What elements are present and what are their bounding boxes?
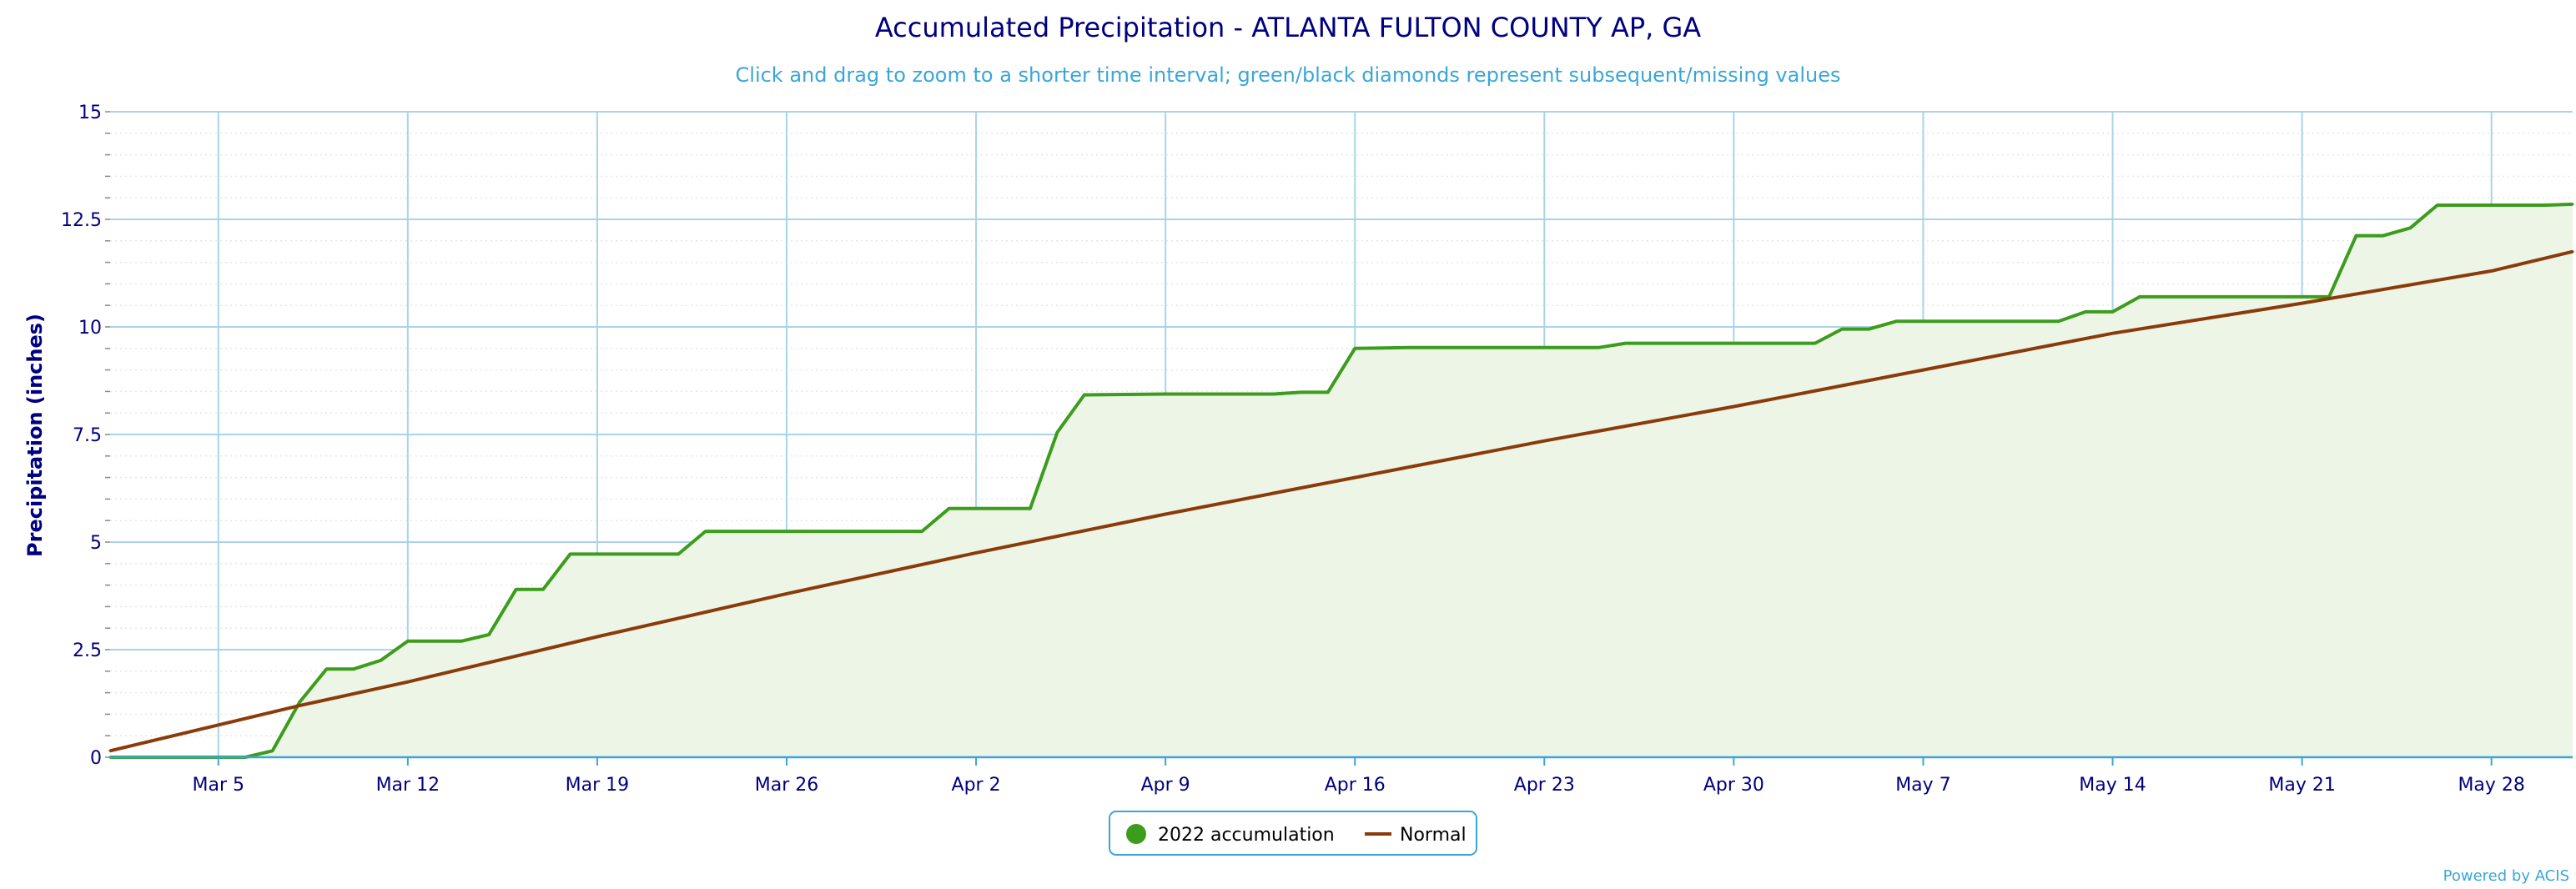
data-point-accumulation <box>325 667 328 671</box>
data-point-accumulation <box>379 659 382 662</box>
data-point-normal <box>785 592 788 595</box>
y-axis-label: Precipitation (inches) <box>23 314 47 557</box>
x-tick-label: May 7 <box>1895 775 1950 796</box>
chart-subtitle: Click and drag to zoom to a shorter time… <box>736 63 1841 87</box>
data-point-normal <box>2111 332 2114 335</box>
legend-item-accumulation[interactable]: 2022 accumulation <box>1126 824 1335 846</box>
data-point-accumulation <box>1164 393 1167 395</box>
data-point-accumulation <box>1353 347 1356 350</box>
data-point-normal <box>406 681 410 684</box>
data-point-accumulation <box>2355 234 2357 238</box>
x-tick-label: May 14 <box>2079 775 2146 796</box>
x-tick-label: Apr 30 <box>1703 775 1764 796</box>
data-point-accumulation <box>271 749 274 752</box>
data-point-accumulation <box>1029 507 1032 510</box>
data-point-accumulation <box>1407 346 1411 349</box>
data-point-accumulation <box>1083 394 1086 396</box>
data-point-accumulation <box>948 507 951 510</box>
legend[interactable]: 2022 accumulation Normal <box>1109 811 1477 856</box>
x-tick-label: May 28 <box>2458 775 2524 796</box>
x-tick-label: Mar 12 <box>376 775 440 796</box>
data-point-normal <box>298 704 301 707</box>
x-tick-label: Mar 5 <box>193 775 245 796</box>
data-point-normal <box>1732 405 1735 408</box>
y-tick-label: 10 <box>78 318 102 339</box>
data-point-accumulation <box>1597 346 1600 349</box>
data-point-accumulation <box>704 530 707 533</box>
legend-item-normal[interactable]: Normal <box>1365 825 1467 846</box>
y-tick-label: 2.5 <box>73 640 102 661</box>
data-point-accumulation <box>515 588 518 591</box>
x-tick-label: Apr 16 <box>1325 775 1386 796</box>
y-tick-label: 0 <box>90 748 102 769</box>
data-point-accumulation <box>460 640 464 643</box>
data-point-accumulation <box>1894 319 1898 323</box>
data-point-normal <box>1542 439 1546 443</box>
data-point-accumulation <box>2408 226 2412 229</box>
legend-normal-label: Normal <box>1400 825 1467 846</box>
data-point-accumulation <box>1272 393 1275 395</box>
legend-box <box>1109 811 1477 856</box>
legend-accumulation-marker <box>1126 824 1146 844</box>
data-point-accumulation <box>2436 203 2439 207</box>
x-tick-label: Apr 9 <box>1141 775 1190 796</box>
data-point-accumulation <box>2382 234 2385 238</box>
data-point-accumulation <box>2544 203 2548 207</box>
data-point-normal <box>2571 250 2574 254</box>
y-tick-label: 5 <box>90 533 102 554</box>
x-tick-label: May 21 <box>2268 775 2335 796</box>
data-point-normal <box>2301 302 2304 305</box>
data-point-accumulation <box>2571 203 2574 206</box>
data-point-normal <box>596 635 599 638</box>
data-point-accumulation <box>406 640 410 643</box>
data-point-normal <box>108 749 112 752</box>
y-tick-label: 15 <box>78 103 102 123</box>
series-lines <box>108 202 2574 759</box>
data-point-normal <box>1922 369 1924 372</box>
credits-link[interactable]: Powered by ACIS <box>2443 867 2569 885</box>
axes: 0 2.5 5 7.5 10 12.5 15 Mar 5 Mar 12 Mar 19 Mar 26 A… <box>61 103 2573 796</box>
data-point-accumulation <box>541 588 545 591</box>
data-point-accumulation <box>569 552 571 555</box>
data-point-accumulation <box>352 667 355 671</box>
x-tick-label: Apr 2 <box>952 775 1001 796</box>
chart-title: Accumulated Precipitation - ATLANTA FULT… <box>875 12 1701 43</box>
x-tick-label: Apr 23 <box>1514 775 1575 796</box>
legend-accumulation-label: 2022 accumulation <box>1158 825 1335 846</box>
x-tick-label: Mar 26 <box>755 775 819 796</box>
data-point-accumulation <box>2111 310 2114 314</box>
data-point-accumulation <box>677 552 680 555</box>
y-tick-label: 7.5 <box>73 425 102 446</box>
data-point-accumulation <box>1840 328 1844 331</box>
data-point-accumulation <box>1814 342 1817 345</box>
data-point-accumulation <box>487 633 491 636</box>
data-point-accumulation <box>1624 342 1628 345</box>
data-point-normal <box>974 551 978 555</box>
data-point-accumulation <box>2138 295 2141 299</box>
x-tick-label: Mar 19 <box>566 775 630 796</box>
data-point-normal <box>1353 476 1356 480</box>
data-point-accumulation <box>1326 390 1330 394</box>
data-point-accumulation <box>1299 390 1302 394</box>
data-point-accumulation <box>2084 310 2087 314</box>
data-point-accumulation <box>2057 319 2060 323</box>
data-point-accumulation <box>1868 328 1871 331</box>
data-point-normal <box>1164 513 1167 515</box>
data-point-accumulation <box>298 701 301 704</box>
data-point-accumulation <box>920 530 923 533</box>
data-point-accumulation <box>1055 430 1059 434</box>
y-tick-label: 12.5 <box>61 210 102 231</box>
data-point-normal <box>2490 269 2493 273</box>
